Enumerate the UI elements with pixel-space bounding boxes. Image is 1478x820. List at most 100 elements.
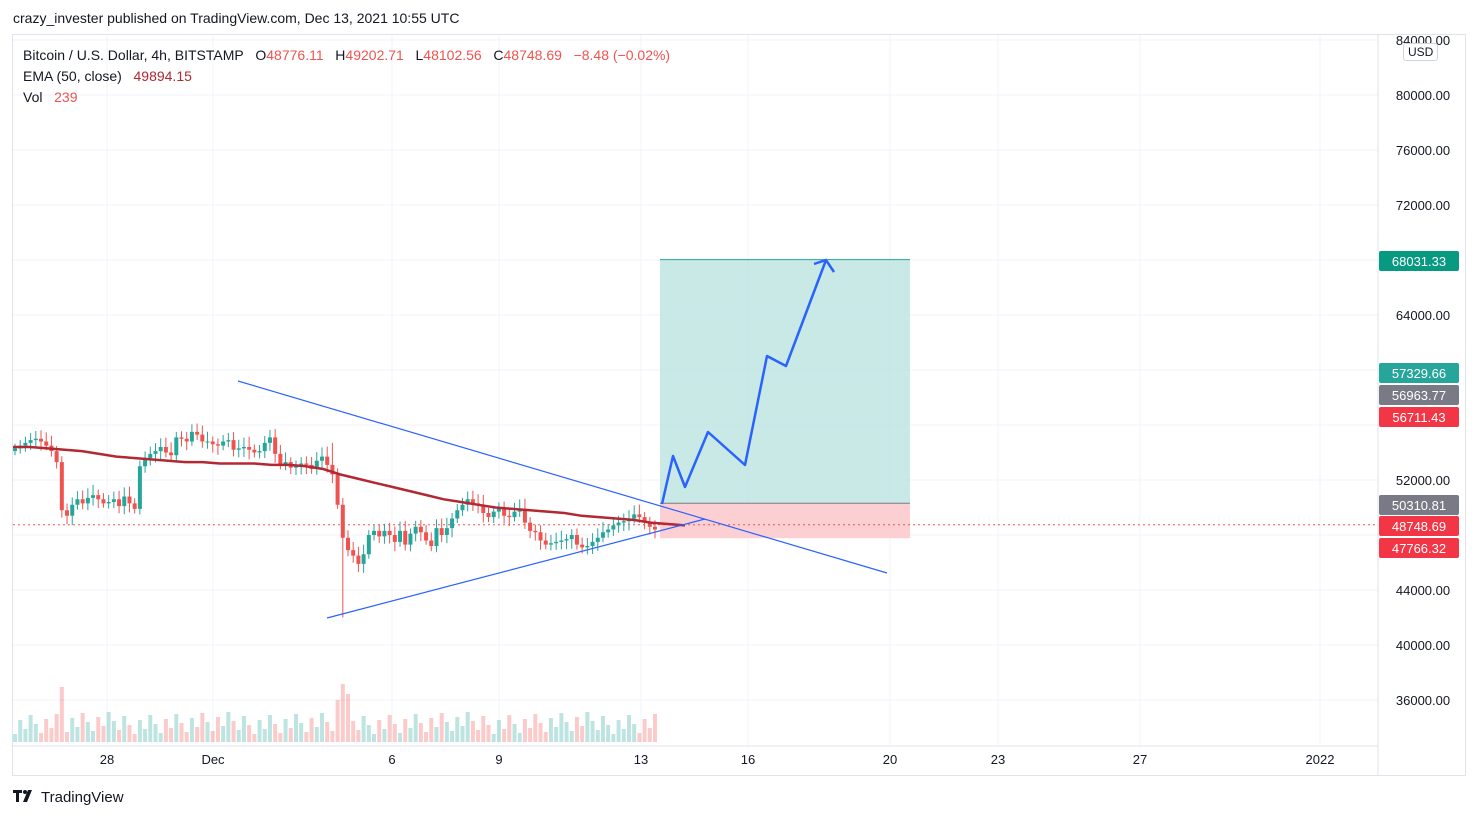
candle-body — [231, 440, 236, 450]
candle-body — [632, 514, 637, 519]
volume-bar — [512, 724, 517, 742]
candle-body — [304, 463, 309, 465]
candle-body — [59, 462, 64, 511]
volume-bar — [299, 723, 304, 742]
candle-body — [548, 543, 553, 545]
volume-bar — [179, 723, 184, 742]
volume-bar — [262, 729, 267, 742]
candle-body — [392, 535, 397, 542]
volume-bar — [647, 728, 652, 742]
volume-bar — [80, 713, 85, 742]
change-value: −8.48 (−0.02%) — [573, 47, 671, 63]
candle-body — [512, 511, 517, 518]
candle-body — [163, 447, 168, 453]
candle-body — [267, 437, 272, 443]
high-label: H — [335, 47, 346, 63]
candle-body — [653, 526, 657, 530]
volume-bar — [372, 734, 377, 742]
candle-body — [174, 437, 179, 456]
volume-bar — [522, 719, 527, 742]
price-label-up: 57329.66 — [1379, 363, 1459, 383]
volume-bars — [13, 684, 657, 742]
price-tick-label: 44000.00 — [1396, 583, 1450, 598]
volume-bar — [606, 725, 611, 742]
candle-body — [85, 497, 90, 504]
volume-bar — [85, 722, 90, 742]
volume-bar — [444, 722, 449, 742]
candle-body — [346, 537, 351, 551]
time-tick-label: 2022 — [1306, 752, 1335, 767]
volume-bar — [470, 721, 475, 742]
candle-body — [23, 442, 28, 446]
volume-bar — [65, 732, 70, 742]
price-label-down: 56711.43 — [1379, 407, 1459, 427]
candle-body — [491, 511, 496, 518]
volume-bar — [39, 733, 44, 742]
volume-bar — [637, 733, 642, 742]
candle-body — [189, 431, 194, 442]
price-label-neutral: 56963.77 — [1379, 385, 1459, 405]
candle-body — [502, 508, 507, 516]
candle-body — [44, 441, 49, 446]
price-label-text: 57329.66 — [1392, 366, 1446, 381]
candle-body — [585, 546, 590, 548]
candle-body — [356, 555, 361, 564]
candle-body — [574, 535, 579, 545]
footer-brand[interactable]: TradingView — [13, 789, 124, 806]
time-tick-label: 28 — [100, 752, 114, 767]
volume-bar — [481, 716, 486, 742]
candle-body — [554, 541, 559, 544]
candle-body — [444, 528, 449, 535]
volume-bar — [590, 721, 595, 742]
volume-bar — [59, 687, 64, 742]
volume-bar — [106, 712, 111, 742]
ema-label: EMA (50, close) — [23, 68, 122, 84]
currency-button[interactable]: USD — [1403, 43, 1439, 61]
price-label-target: 68031.33 — [1379, 251, 1459, 271]
chart-legend: Bitcoin / U.S. Dollar, 4h, BITSTAMP O487… — [23, 45, 670, 108]
price-axis: 84000.0080000.0076000.0072000.0064000.00… — [1377, 33, 1459, 776]
volume-bar — [91, 731, 96, 742]
volume-bar — [548, 718, 553, 742]
candle-body — [158, 447, 163, 452]
projection-arrow-layer — [660, 258, 836, 505]
volume-bar — [184, 732, 189, 742]
candle-body — [439, 528, 444, 535]
volume-bar — [528, 728, 533, 742]
triangle-trendlines — [237, 380, 888, 619]
chart-frame[interactable] — [12, 34, 1466, 776]
candle-body — [54, 451, 59, 463]
candle-body — [340, 504, 345, 538]
volume-bar — [554, 727, 559, 742]
volume-bar — [293, 714, 298, 742]
low-value: 48102.56 — [423, 47, 482, 63]
candle-body — [382, 530, 387, 537]
publisher-line: crazy_invester published on TradingView.… — [13, 10, 460, 26]
candle-body — [247, 447, 252, 450]
volume-bar — [137, 720, 142, 742]
volume-bar — [392, 724, 397, 742]
candle-body — [91, 495, 96, 498]
price-label-text: 68031.33 — [1392, 254, 1446, 269]
price-label-bg — [1379, 363, 1459, 383]
volume-bar — [413, 714, 418, 742]
candle-body — [460, 504, 465, 511]
volume-bar — [335, 700, 340, 742]
candle-body — [424, 532, 429, 541]
price-tick-label: 64000.00 — [1396, 308, 1450, 323]
candle-body — [221, 441, 226, 446]
projection-arrow — [660, 259, 828, 505]
candle-body — [28, 440, 33, 443]
price-tick-label: 80000.00 — [1396, 88, 1450, 103]
candle-body — [564, 539, 569, 541]
volume-bar — [148, 715, 153, 742]
candle-body — [377, 530, 382, 537]
volume-bar — [361, 716, 366, 742]
candle-body — [398, 530, 403, 542]
time-tick-label: Dec — [201, 752, 225, 767]
price-label-bg — [1379, 495, 1459, 515]
volume-bar — [200, 713, 205, 742]
volume-row: Vol 239 — [23, 87, 670, 108]
ema-value: 49894.15 — [133, 68, 192, 84]
